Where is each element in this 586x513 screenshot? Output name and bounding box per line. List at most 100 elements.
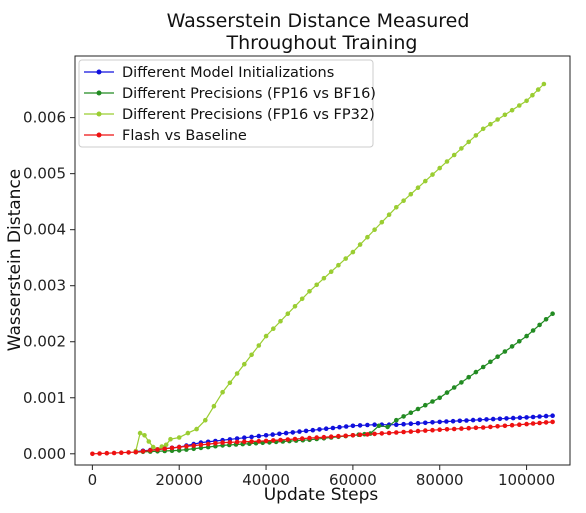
data-point [137, 430, 143, 436]
data-point [386, 430, 392, 436]
data-point [524, 333, 529, 339]
data-point [437, 165, 443, 171]
data-point [530, 421, 536, 426]
data-point [550, 413, 555, 419]
data-point [184, 444, 189, 449]
data-point [249, 439, 254, 444]
data-point [451, 426, 457, 432]
data-point [317, 427, 322, 432]
data-point [517, 103, 522, 108]
data-point [185, 430, 191, 436]
data-point [163, 442, 169, 448]
data-point [517, 339, 522, 344]
data-point [509, 422, 515, 428]
data-point [336, 433, 341, 439]
data-point [297, 429, 302, 434]
data-point [372, 227, 377, 232]
data-point [385, 424, 390, 430]
data-point [466, 139, 472, 145]
series-line [135, 415, 553, 453]
y-tick-label: 0.003 [23, 277, 66, 295]
data-point [437, 419, 443, 425]
data-point [543, 317, 549, 322]
data-point [457, 418, 463, 424]
data-point [234, 436, 240, 441]
data-point [142, 433, 147, 438]
data-point [285, 311, 291, 317]
data-point [350, 423, 356, 429]
data-point [408, 421, 414, 427]
data-point [524, 421, 529, 427]
data-point [168, 436, 173, 442]
data-point [211, 403, 217, 409]
data-point [524, 415, 529, 420]
data-point [530, 414, 536, 420]
series-2 [133, 311, 555, 455]
data-point [537, 322, 542, 328]
data-point [198, 442, 204, 448]
data-point [292, 436, 298, 442]
data-point [299, 296, 305, 302]
data-point [473, 369, 479, 375]
data-point [111, 450, 117, 456]
data-point [203, 417, 208, 423]
data-point [437, 395, 443, 401]
data-point [234, 371, 240, 376]
data-point [444, 419, 449, 424]
data-point [299, 436, 305, 441]
data-point [517, 422, 522, 428]
data-point [459, 426, 464, 431]
data-point [541, 81, 547, 87]
data-point [379, 219, 385, 225]
data-point [283, 430, 289, 436]
data-point [150, 444, 156, 450]
data-point [343, 256, 349, 261]
data-point [350, 433, 356, 438]
plot-frame [74, 55, 571, 466]
data-point [488, 121, 493, 127]
x-axis-title: Update Steps [264, 485, 379, 505]
data-point [535, 87, 541, 92]
data-point [271, 438, 276, 443]
data-point [430, 427, 435, 433]
x-tick-label: 40000 [242, 471, 290, 489]
data-point [176, 444, 182, 450]
data-point [277, 431, 282, 437]
data-point [104, 450, 110, 456]
data-point [464, 418, 469, 423]
x-tick-label: 80000 [416, 471, 464, 489]
data-point [415, 185, 421, 190]
data-point [126, 450, 131, 455]
data-point [220, 389, 225, 395]
data-point [234, 439, 240, 445]
y-tick-label: 0.006 [23, 109, 66, 127]
data-point [343, 424, 349, 429]
data-point [466, 425, 472, 431]
data-point [314, 282, 320, 288]
data-point [227, 440, 233, 445]
data-point [303, 428, 309, 434]
data-point [530, 92, 535, 98]
data-point [256, 433, 262, 439]
data-point [473, 425, 479, 431]
data-point [307, 435, 312, 441]
data-point [415, 428, 421, 434]
data-point [401, 421, 406, 427]
data-point [423, 428, 428, 433]
y-tick-label: 0.001 [23, 389, 66, 407]
data-point [394, 422, 399, 428]
data-point [256, 343, 262, 348]
y-tick-label: 0.005 [23, 165, 66, 183]
y-axis-title: Wasserstein Distance [5, 169, 25, 352]
data-point [537, 420, 542, 426]
data-point [263, 333, 269, 339]
data-point [213, 441, 218, 446]
data-point [451, 385, 457, 390]
legend-swatch-marker [96, 111, 102, 117]
data-point [155, 447, 160, 452]
data-point [372, 431, 377, 437]
data-point [480, 425, 486, 430]
legend-box [78, 59, 374, 148]
data-point [148, 448, 153, 453]
data-point [328, 269, 334, 275]
